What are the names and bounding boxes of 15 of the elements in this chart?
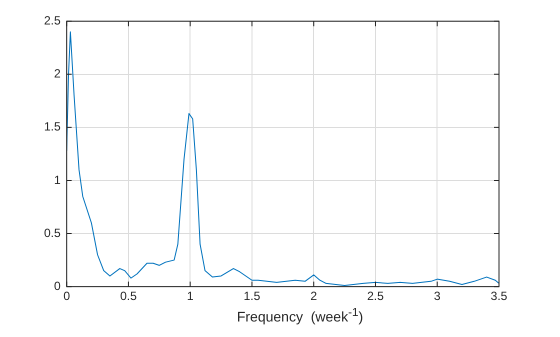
y-tick-label: 0.5 [44, 226, 61, 240]
y-tick-label: 1 [54, 172, 61, 187]
x-tick-label: 1 [186, 289, 194, 304]
x-tick-label: 0 [63, 289, 70, 304]
x-tick-label: 1.5 [244, 289, 261, 304]
x-tick-label: 3.5 [490, 289, 508, 304]
x-tick-label: 3 [434, 289, 441, 304]
y-tick-label: 1.5 [44, 120, 61, 134]
x-axis-title: Frequency (week$^{-1}$) [236, 306, 364, 325]
x-tick-label: 0.5 [120, 289, 138, 304]
x-tick-label: 2.5 [367, 289, 384, 304]
x-tick-label: 2 [310, 289, 318, 304]
y-tick-label: 2 [54, 66, 61, 81]
y-tick-label: 0 [54, 278, 61, 293]
y-tick-label: 2.5 [44, 14, 61, 28]
